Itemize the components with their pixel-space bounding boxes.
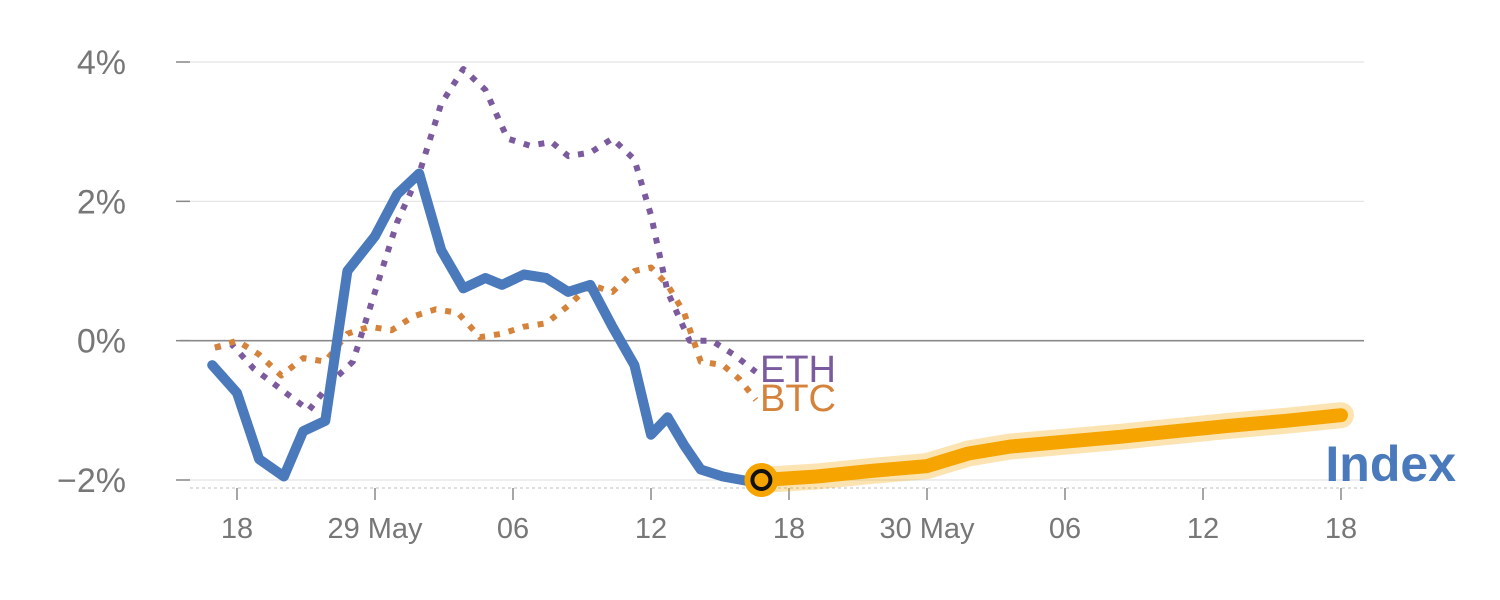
x-tick-label: 30 May [879,513,975,545]
y-tick-label: 0% [77,323,126,361]
marker-layer [744,463,779,497]
label-layer: ETH BTC Index [760,349,1456,492]
btc-label: BTC [760,378,836,420]
x-tick-label: 12 [635,513,667,545]
forecast-start-marker [744,463,779,497]
eth-line [214,66,758,414]
y-tick-label: −2% [57,462,126,500]
x-tick-label: 29 May [327,513,423,545]
x-tick-label: 06 [1049,513,1081,545]
y-tick-label: 4% [77,44,126,82]
x-tick-label: 18 [1325,513,1357,545]
forecast-start-marker-ring [750,469,773,491]
x-tick-label: 06 [497,513,529,545]
x-tick-label: 18 [221,513,253,545]
y-axis: 4% 2% 0% −2% [57,44,190,500]
index-line [207,168,767,489]
series-layer [207,66,1354,493]
x-axis: 18 29 May 06 12 18 30 May 06 12 18 [190,487,1364,545]
eth-label: ETH [760,349,836,391]
forecast-line [754,408,1348,487]
btc-line [214,264,759,402]
index-label: Index [1325,436,1456,492]
x-tick-label: 12 [1187,513,1219,545]
x-tick-label: 18 [773,513,805,545]
y-tick-label: 2% [77,183,126,221]
